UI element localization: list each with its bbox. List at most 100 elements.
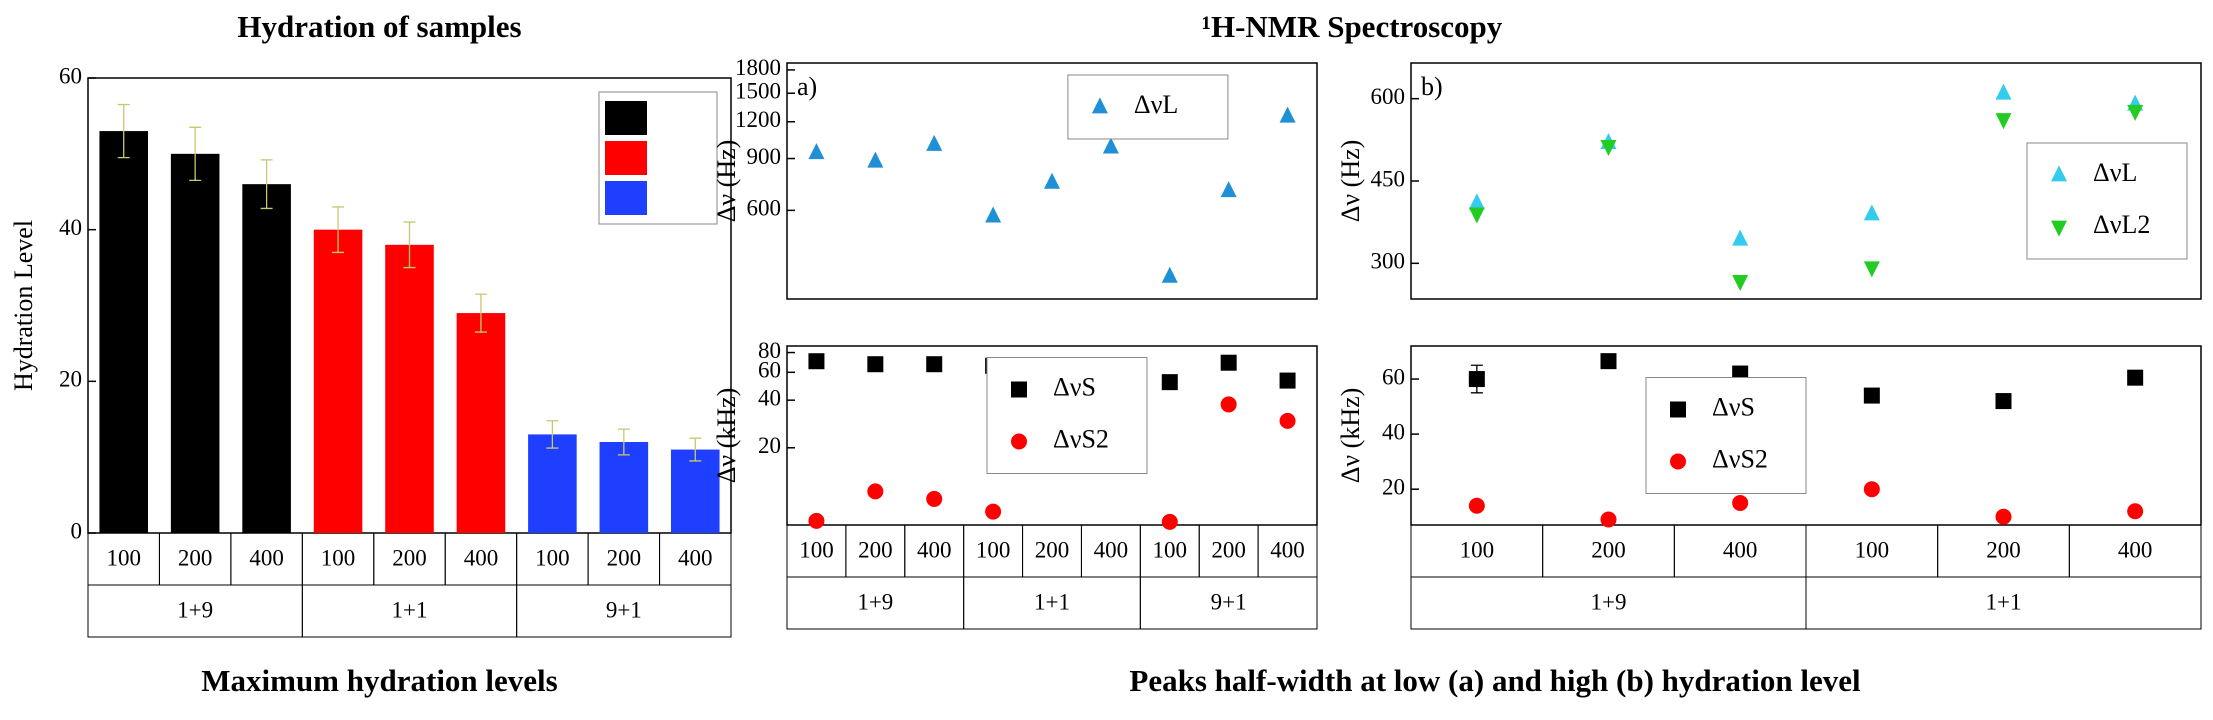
marker <box>2127 503 2144 520</box>
marker <box>867 151 884 168</box>
error-bar <box>189 126 202 182</box>
marker <box>985 206 1002 223</box>
marker <box>1468 207 1485 224</box>
y-tick-label: 450 <box>1371 166 1406 191</box>
y-tick-label: 60 <box>59 63 82 88</box>
y-axis-label: Δν (kHz) <box>712 388 741 484</box>
x-tick-label: 400 <box>464 545 499 570</box>
legend-label: 9+1 <box>655 187 687 208</box>
table-cell <box>1805 576 2202 630</box>
marker <box>2127 369 2144 386</box>
x-tick-label: 200 <box>1035 537 1070 562</box>
group-label: 9+1 <box>1211 589 1247 614</box>
group-label: 1+9 <box>857 589 893 614</box>
error-bar <box>474 293 487 333</box>
marker <box>1732 229 1749 246</box>
marker <box>1732 494 1749 511</box>
legend-label: ΔνL2 <box>2093 210 2150 239</box>
legend-swatch <box>605 181 647 215</box>
legend-label: 1+1 <box>655 147 687 168</box>
x-tick-label: 200 <box>1986 537 2021 562</box>
legend-box <box>2026 142 2188 260</box>
panel-label: a) <box>797 72 817 101</box>
group-label: 1+1 <box>1986 589 2022 614</box>
marker <box>1220 354 1237 371</box>
group-label: 1+9 <box>1591 589 1627 614</box>
marker <box>926 490 943 507</box>
figure-caption: Peaks half-width at low (a) and high (b)… <box>1129 663 1861 698</box>
marker <box>1220 396 1237 413</box>
y-axis-label: Hydration Level <box>9 220 38 391</box>
plot-frame <box>786 62 1318 300</box>
marker <box>985 503 1002 520</box>
x-tick-label: 200 <box>178 545 213 570</box>
y-tick-label: 40 <box>758 385 781 410</box>
marker <box>1995 83 2012 100</box>
x-tick-label: 100 <box>799 537 834 562</box>
marker <box>808 512 825 529</box>
marker <box>1670 453 1686 470</box>
marker <box>1995 508 2012 525</box>
marker <box>2051 220 2067 237</box>
y-tick-label: 1800 <box>735 55 781 80</box>
bar <box>313 229 363 533</box>
marker <box>867 483 884 500</box>
marker <box>1279 412 1296 429</box>
error-bar <box>403 221 416 269</box>
error-bar <box>617 428 630 456</box>
bar <box>170 153 220 534</box>
legend-box <box>1067 74 1229 140</box>
marker <box>1732 275 1749 292</box>
x-tick-label: 200 <box>858 537 893 562</box>
y-tick-label: 20 <box>1382 474 1405 499</box>
x-tick-label: 400 <box>2118 537 2153 562</box>
legend-label: ΔνL <box>2093 158 2137 187</box>
legend-label: ΔνS <box>1712 392 1755 421</box>
y-tick-label: 60 <box>758 358 781 383</box>
legend-label: ΔνS2 <box>1053 424 1109 453</box>
table-cell <box>1139 576 1318 630</box>
marker <box>1279 106 1296 123</box>
y-tick-label: 0 <box>71 518 83 543</box>
marker <box>1995 393 2012 410</box>
marker <box>1161 374 1178 391</box>
y-tick-label: 80 <box>758 338 781 363</box>
y-tick-label: 600 <box>1371 84 1406 109</box>
marker <box>1161 513 1178 530</box>
error-bar <box>332 206 345 254</box>
x-tick-label: 400 <box>1094 537 1129 562</box>
marker <box>808 143 825 160</box>
group-label: 9+1 <box>606 597 642 622</box>
x-tick-label: 400 <box>917 537 952 562</box>
error-bar <box>260 159 273 210</box>
group-label: 1+1 <box>392 597 428 622</box>
y-axis-label: Δν (Hz) <box>712 140 741 223</box>
y-tick-label: 1200 <box>735 107 781 132</box>
marker <box>1091 97 1108 114</box>
x-tick-label: 400 <box>1270 537 1305 562</box>
y-tick-label: 40 <box>59 215 82 240</box>
bar <box>599 442 649 533</box>
marker <box>808 353 825 370</box>
x-tick-label: 200 <box>392 545 427 570</box>
marker <box>926 356 943 373</box>
marker <box>1863 261 1880 278</box>
error-bar <box>689 437 702 462</box>
chart-title: Hydration of samples <box>237 9 521 44</box>
marker <box>1468 371 1485 388</box>
marker <box>1468 193 1485 210</box>
y-tick-label: 20 <box>758 433 781 458</box>
bar <box>456 313 506 533</box>
panel-label: b) <box>1421 72 1443 101</box>
x-tick-label: 200 <box>607 545 642 570</box>
x-tick-label: 100 <box>1855 537 1890 562</box>
legend-label: 1+9 <box>655 107 687 128</box>
y-tick-label: 60 <box>1382 364 1405 389</box>
x-tick-label: 200 <box>1591 537 1626 562</box>
marker <box>1995 113 2012 130</box>
marker <box>1600 140 1617 157</box>
marker <box>867 356 884 373</box>
x-tick-label: 100 <box>321 545 356 570</box>
y-tick-label: 20 <box>59 367 82 392</box>
